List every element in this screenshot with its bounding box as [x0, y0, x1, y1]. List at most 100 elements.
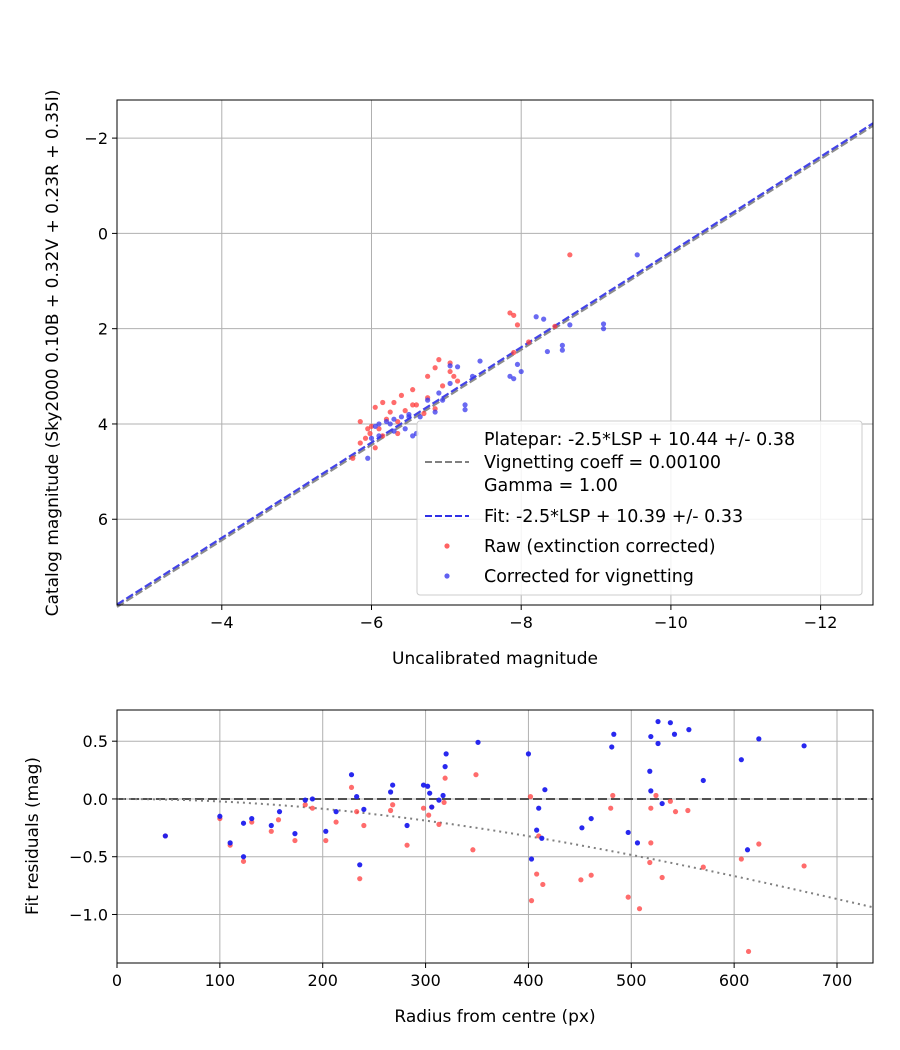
raw-data-point [402, 408, 408, 414]
corrected-residual-point [162, 833, 168, 839]
corrected-residual-point [539, 835, 545, 841]
top-y-tick-label: 0 [98, 224, 108, 243]
corrected-residual-point [655, 740, 661, 747]
corrected-residual-point [436, 797, 442, 803]
corrected-residual-point [588, 815, 594, 822]
corrected-data-point [391, 428, 397, 434]
corrected-residual-point [361, 806, 367, 812]
raw-residual-point [309, 805, 316, 811]
bottom-y-tick-label: −0.5 [69, 848, 108, 867]
raw-residual-point [648, 840, 654, 846]
corrected-data-point [410, 433, 416, 439]
raw-data-point [454, 378, 461, 384]
raw-residual-point [625, 894, 631, 900]
legend-vignetting-label: Vignetting coeff = 0.00100 [484, 453, 721, 473]
bottom-y-axis-label: Fit residuals (mag) [23, 757, 43, 915]
corrected-residual-point [292, 831, 298, 837]
raw-residual-point [667, 798, 673, 804]
raw-residual-point [404, 842, 410, 848]
bottom-axes-frame [116, 709, 874, 964]
raw-residual-point [738, 856, 744, 862]
corrected-data-point [533, 314, 539, 320]
raw-residual-point [473, 772, 479, 778]
corrected-data-point [365, 455, 371, 461]
raw-data-point [451, 373, 457, 379]
raw-residual-point [588, 872, 594, 878]
raw-residual-point [578, 877, 584, 883]
raw-residual-point [388, 807, 394, 814]
raw-residual-point [648, 805, 654, 811]
corrected-residual-point [443, 751, 449, 757]
corrected-residual-point [442, 764, 448, 770]
raw-residual-point [426, 812, 432, 818]
corrected-data-point [447, 380, 453, 387]
legend-gamma-label: Gamma = 1.00 [484, 476, 618, 496]
corrected-data-point [634, 252, 640, 258]
corrected-data-point [544, 348, 550, 355]
raw-data-point [391, 399, 397, 406]
corrected-residual-point [744, 847, 751, 853]
top-x-tick-label: −12 [804, 613, 838, 632]
corrected-data-point [398, 414, 405, 420]
corrected-residual-point [659, 800, 665, 807]
legend-platepar-label: Platepar: -2.5*LSP + 10.44 +/- 0.38 [484, 430, 795, 450]
corrected-residual-point [611, 731, 617, 737]
top-ticks: −4 −6 −8 −10 −12 −2 0 2 4 6 [84, 129, 837, 632]
top-x-tick-label: −8 [509, 613, 533, 632]
corrected-residual-point [579, 825, 585, 831]
corrected-residual-point [700, 777, 706, 784]
raw-residual-point [357, 876, 363, 882]
corrected-residual-point [525, 751, 532, 757]
corrected-residual-point [801, 743, 807, 749]
top-x-axis-label: Uncalibrated magnitude [392, 649, 598, 669]
raw-data-point [511, 312, 517, 318]
raw-residual-point [333, 819, 339, 825]
bottom-ticks: 0 100 200 300 400 500 600 700 0.5 0.0 −0.5 −1.0 [69, 732, 852, 990]
bottom-reference-lines [117, 797, 874, 909]
raw-data-point [410, 402, 416, 408]
corrected-data-point [600, 321, 607, 327]
top-y-tick-label: 4 [98, 415, 108, 434]
corrected-data-point [387, 421, 393, 427]
corrected-data-point [541, 316, 547, 322]
corrected-residual-point [388, 789, 394, 795]
corrected-data-point [391, 416, 397, 422]
raw-residual-point [610, 792, 616, 799]
legend-raw-marker [444, 543, 450, 549]
corrected-residual-point [648, 733, 654, 740]
raw-data-point [395, 418, 401, 425]
corrected-data-point [432, 409, 438, 415]
raw-data-point [387, 409, 393, 415]
corrected-residual-point [354, 794, 360, 800]
corrected-data-point [436, 390, 442, 396]
raw-data-point [552, 323, 558, 329]
raw-residual-point [534, 871, 540, 877]
corrected-residual-point [357, 862, 363, 868]
bottom-x-tick-label: 200 [307, 971, 338, 990]
bottom-scatter-points [162, 718, 807, 955]
raw-data-point [376, 426, 382, 432]
corrected-data-point [402, 426, 408, 432]
raw-data-point [413, 402, 420, 408]
corrected-residual-point [240, 854, 247, 860]
top-x-tick-label: −4 [210, 613, 234, 632]
corrected-residual-point [686, 727, 692, 733]
legend-raw-label: Raw (extinction corrected) [484, 537, 716, 557]
corrected-data-point [440, 397, 446, 403]
corrected-residual-point [475, 739, 481, 745]
raw-residual-point [292, 837, 298, 844]
legend-corrected-label: Corrected for vignetting [484, 567, 694, 587]
raw-data-point [410, 387, 416, 393]
raw-residual-point [672, 809, 679, 815]
raw-data-point [372, 445, 378, 451]
corrected-residual-point [647, 768, 653, 774]
corrected-data-point [477, 358, 483, 364]
raw-data-point [365, 426, 371, 432]
corrected-data-point [406, 414, 412, 420]
bottom-y-tick-label: −1.0 [69, 905, 108, 924]
corrected-residual-point [427, 790, 433, 796]
raw-data-point [368, 423, 375, 429]
raw-residual-point [436, 821, 442, 827]
raw-residual-point [647, 859, 653, 866]
